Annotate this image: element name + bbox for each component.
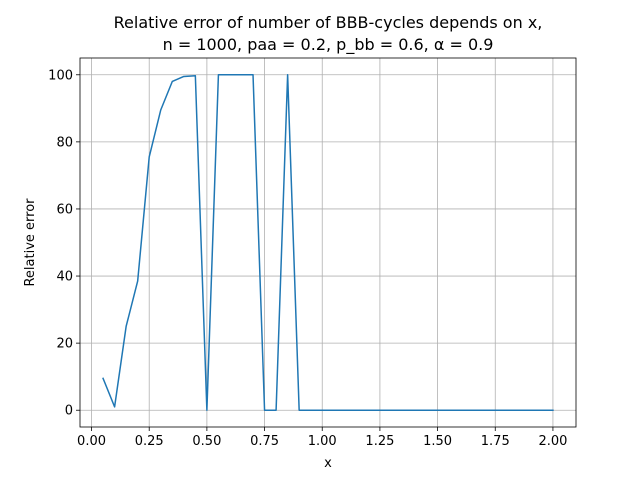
x-tick-label: 1.00 xyxy=(308,434,337,449)
y-tick-label: 0 xyxy=(65,404,73,419)
x-tick-label: 1.75 xyxy=(481,434,510,449)
series-layer xyxy=(102,74,554,411)
y-tick-label: 100 xyxy=(48,68,73,83)
ticks: 0.00 0.25 0.50 0.75 1.00 1.25 1.50 1.75 2.00 0 20 4… xyxy=(48,68,567,449)
x-axis-label: x xyxy=(324,456,332,471)
plot-frame xyxy=(79,57,577,428)
x-tick-label: 2.00 xyxy=(538,434,567,449)
x-tick-label: 0.25 xyxy=(135,434,164,449)
y-tick-label: 60 xyxy=(56,202,73,217)
y-tick-label: 20 xyxy=(56,337,73,352)
y-axis-label: Relative error xyxy=(23,198,38,287)
x-tick-label: 0.00 xyxy=(77,434,106,449)
y-tick-label: 40 xyxy=(56,270,73,285)
chart-title-line2: n = 1000, paa = 0.2, p_bb = 0.6, α = 0.9 xyxy=(163,35,494,55)
x-tick-label: 0.50 xyxy=(192,434,221,449)
series-line xyxy=(102,74,554,411)
x-tick-label: 0.75 xyxy=(250,434,279,449)
x-tick-label: 1.25 xyxy=(365,434,394,449)
grid xyxy=(80,58,576,427)
y-tick-label: 80 xyxy=(56,135,73,150)
x-tick-label: 1.50 xyxy=(423,434,452,449)
chart-title-line1: Relative error of number of BBB-cycles d… xyxy=(114,13,543,32)
